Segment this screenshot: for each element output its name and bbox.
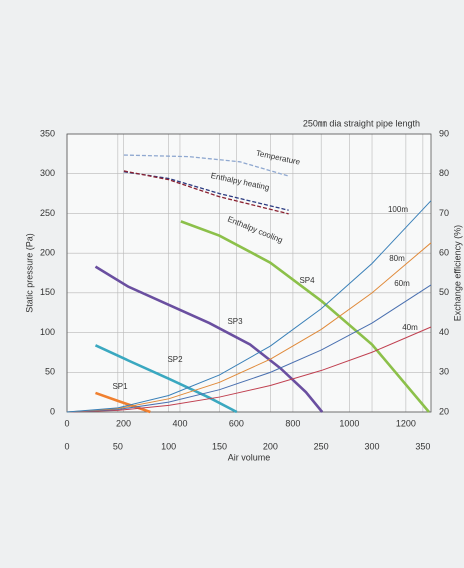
y2-tick-label: 30	[439, 367, 449, 377]
x-tick-label: 350	[415, 441, 430, 451]
series-line	[66, 326, 432, 413]
x2-tick-label: 1200	[396, 418, 416, 428]
y2-tick-label: 70	[439, 208, 449, 218]
chart-title: 250㎜ dia straight pipe length	[303, 118, 420, 128]
y-axis-label: Static pressure (Pa)	[24, 233, 34, 313]
plot-frame	[66, 133, 432, 413]
x-tick-label: 50	[113, 441, 123, 451]
y-tick-label: 150	[40, 287, 55, 297]
x-tick-label: 200	[263, 441, 278, 451]
y-tick-label: 100	[40, 327, 55, 337]
x2-tick-label: 1000	[339, 418, 359, 428]
x-tick-label: 100	[161, 441, 176, 451]
y-tick-label: 300	[40, 168, 55, 178]
x2-tick-label: 200	[116, 418, 131, 428]
x-tick-label: 150	[212, 441, 227, 451]
y2-tick-label: 50	[439, 287, 449, 297]
x-tick-label: 0	[64, 441, 69, 451]
x2-tick-label: 0	[64, 418, 69, 428]
series-label: SP4	[299, 276, 315, 285]
series-line	[123, 171, 289, 211]
series-line	[123, 170, 289, 215]
series-line	[123, 154, 289, 177]
series-line	[180, 220, 430, 413]
series-line	[66, 200, 432, 413]
y2-tick-label: 20	[439, 406, 449, 416]
y2-tick-label: 90	[439, 128, 449, 138]
y-tick-label: 250	[40, 208, 55, 218]
y2-tick-label: 80	[439, 168, 449, 178]
x-axis-label: Air volume	[228, 452, 271, 462]
series-line	[66, 284, 432, 413]
series-label: 100m	[388, 205, 408, 214]
series-line	[94, 265, 324, 413]
y-tick-label: 50	[45, 367, 55, 377]
y-tick-label: 0	[50, 406, 55, 416]
plot-area	[67, 134, 431, 412]
series-label: 60m	[394, 279, 410, 288]
y-tick-label: 200	[40, 248, 55, 258]
x2-tick-label: 800	[285, 418, 300, 428]
x-tick-label: 300	[365, 441, 380, 451]
series-label: SP1	[112, 382, 128, 391]
x-tick-label: 250	[314, 441, 329, 451]
series-label: SP2	[167, 355, 183, 364]
x2-tick-label: 600	[229, 418, 244, 428]
series-line	[66, 242, 432, 413]
series-label: 40m	[402, 323, 418, 332]
series-line	[94, 344, 238, 414]
y2-axis-label: Exchange efficiency (%)	[452, 225, 462, 321]
y2-tick-label: 60	[439, 248, 449, 258]
y-tick-label: 350	[40, 128, 55, 138]
x2-tick-label: 400	[172, 418, 187, 428]
series-label: 80m	[389, 254, 405, 263]
series-label: SP3	[227, 317, 243, 326]
y2-tick-label: 40	[439, 327, 449, 337]
